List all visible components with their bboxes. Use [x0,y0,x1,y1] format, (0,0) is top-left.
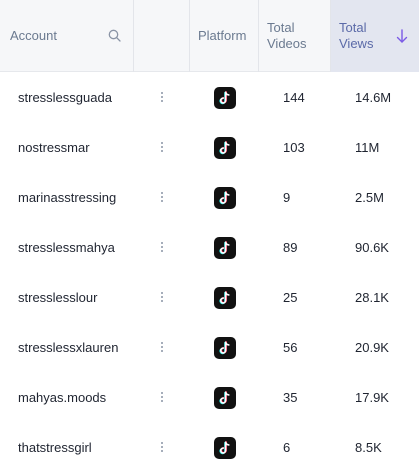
menu-dot [161,296,163,298]
table-row[interactable]: stresslesslour 25 28.1K [0,273,419,323]
table-row[interactable]: marinasstressing 9 2.5M [0,173,419,223]
column-header-account[interactable]: Account [0,0,134,72]
menu-dot [161,350,163,352]
total-views-header-label: Total Views [339,20,373,52]
total-views-value: 2.5M [355,190,384,205]
total-videos-header-label: Total Videos [267,20,307,52]
total-views-value: 14.6M [355,90,392,105]
menu-dot [161,342,163,344]
total-views-value: 28.1K [355,290,389,305]
column-header-total-videos[interactable]: Total Videos [259,0,331,72]
total-views-header-line1: Total [339,20,367,35]
total-videos-value: 25 [283,290,298,305]
tiktok-icon [214,237,236,259]
total-views-value: 11M [355,140,380,155]
platform-header-label: Platform [198,28,247,43]
tiktok-icon [214,437,236,459]
table-row[interactable]: stresslessmahya 89 90.6K [0,223,419,273]
account-name[interactable]: stresslesslour [18,290,98,305]
menu-dot [161,346,163,348]
tiktok-icon [214,337,236,359]
menu-dot [161,146,163,148]
account-name[interactable]: stresslessxlauren [18,340,119,355]
menu-dot [161,150,163,152]
more-vertical-icon[interactable] [156,287,168,307]
account-name[interactable]: mahyas.moods [18,390,107,405]
menu-dot [161,392,163,394]
total-views-value: 17.9K [355,390,389,405]
menu-dot [161,446,163,448]
total-videos-value: 56 [283,340,298,355]
account-name[interactable]: marinasstressing [18,190,117,205]
table-row[interactable]: thatstressgirl 6 8.5K [0,423,419,473]
account-name[interactable]: stresslessguada [18,90,112,105]
menu-dot [161,400,163,402]
menu-dot [161,100,163,102]
column-header-platform[interactable]: Platform [190,0,259,72]
total-videos-value: 103 [283,140,305,155]
menu-dot [161,250,163,252]
menu-dot [161,192,163,194]
tiktok-icon [214,87,236,109]
account-name[interactable]: nostressmar [18,140,90,155]
total-videos-header-line1: Total [267,20,295,35]
menu-dot [161,142,163,144]
table-row[interactable]: stresslessguada 144 14.6M [0,73,419,123]
menu-dot [161,92,163,94]
more-vertical-icon[interactable] [156,387,168,407]
total-views-value: 8.5K [355,440,382,455]
menu-dot [161,96,163,98]
total-views-header-line2: Views [339,36,374,51]
more-vertical-icon[interactable] [156,137,168,157]
column-header-total-views[interactable]: Total Views [331,0,419,72]
total-videos-value: 6 [283,440,291,455]
total-views-value: 20.9K [355,340,389,355]
account-header-label: Account [10,28,57,43]
menu-dot [161,450,163,452]
table-row[interactable]: nostressmar 103 11M [0,123,419,173]
more-vertical-icon[interactable] [156,437,168,457]
tiktok-icon [214,287,236,309]
menu-dot [161,246,163,248]
menu-dot [161,200,163,202]
menu-dot [161,242,163,244]
more-vertical-icon[interactable] [156,87,168,107]
total-videos-value: 144 [283,90,305,105]
column-header-actions [134,0,190,72]
menu-dot [161,442,163,444]
tiktok-icon [214,187,236,209]
total-videos-value: 35 [283,390,298,405]
menu-dot [161,396,163,398]
search-icon[interactable] [108,29,121,42]
total-videos-value: 9 [283,190,291,205]
menu-dot [161,300,163,302]
tiktok-icon [214,387,236,409]
tiktok-icon [214,137,236,159]
total-views-value: 90.6K [355,240,389,255]
menu-dot [161,196,163,198]
table-row[interactable]: stresslessxlauren 56 20.9K [0,323,419,373]
menu-dot [161,292,163,294]
account-name[interactable]: thatstressgirl [18,440,92,455]
arrow-down-icon[interactable] [395,28,409,44]
account-name[interactable]: stresslessmahya [18,240,115,255]
more-vertical-icon[interactable] [156,237,168,257]
more-vertical-icon[interactable] [156,337,168,357]
more-vertical-icon[interactable] [156,187,168,207]
table-header: Account Platform Total Videos Total View… [0,0,419,72]
table-row[interactable]: mahyas.moods 35 17.9K [0,373,419,423]
total-videos-header-line2: Videos [267,36,307,51]
total-videos-value: 89 [283,240,298,255]
